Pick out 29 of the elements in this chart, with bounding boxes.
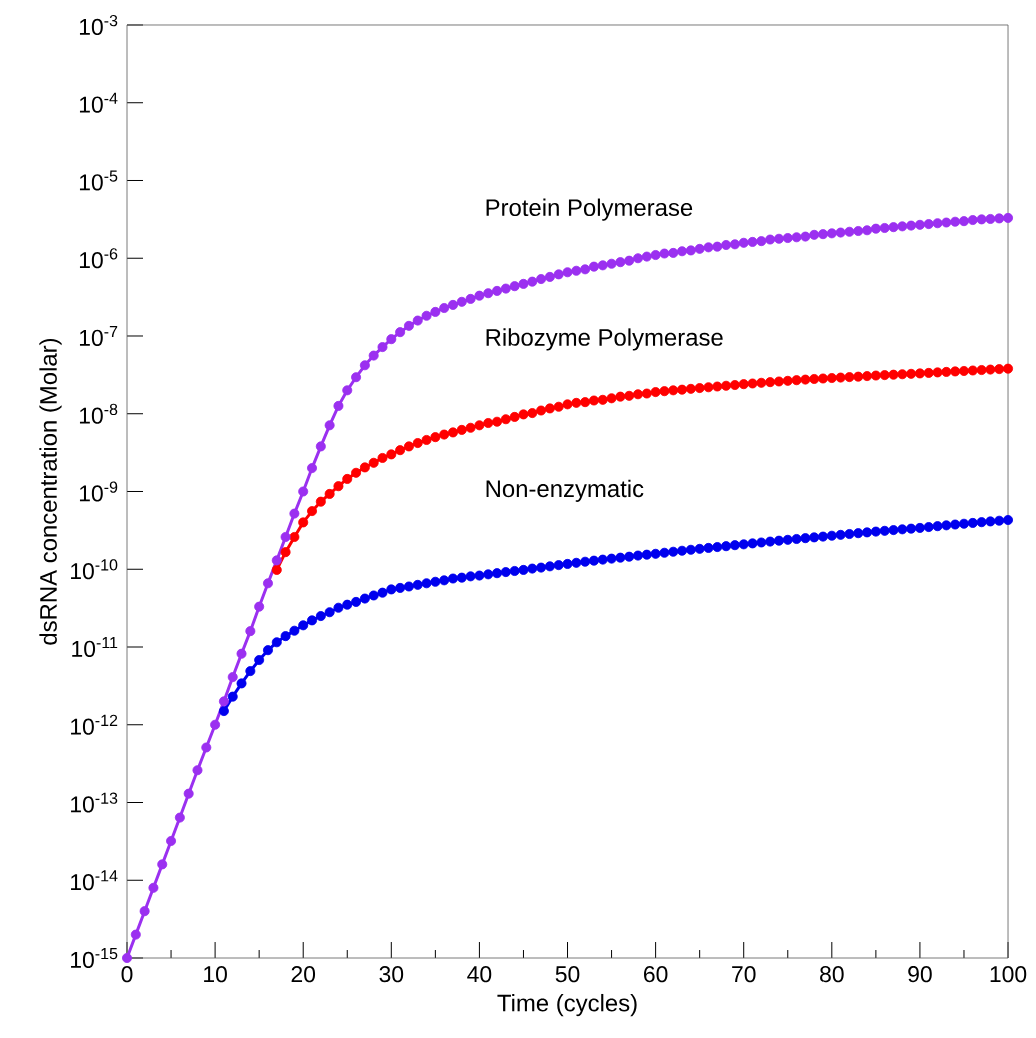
y-tick-label: 10$^{-7}$ [79, 326, 118, 346]
x-tick-label: 40 [467, 966, 492, 983]
y-tick-label: 10$^{-11}$ [72, 637, 118, 657]
x-tick-label: 100 [990, 966, 1027, 983]
x-tick-label: 0 [121, 966, 133, 983]
y-tick-label: 10$^{-13}$ [71, 792, 118, 813]
series-label: Ribozyme Polymerase [486, 328, 723, 351]
x-tick-label: 90 [908, 966, 932, 983]
x-tick-label: 10 [204, 966, 227, 983]
x-tick-label: 70 [732, 966, 756, 983]
x-tick-label: 80 [820, 966, 844, 983]
y-tick-label: 10$^{-9}$ [79, 481, 118, 502]
y-tick-label: 10$^{-4}$ [79, 92, 118, 113]
x-axis-title: Time (cycles) [497, 993, 637, 1017]
text: Non-enzymatic [486, 479, 644, 502]
y-tick-label: 10$^{-10}$ [71, 559, 118, 580]
y-axis-title: dsRNA concentration (Molar) [39, 338, 62, 645]
x-tick-label: 60 [644, 966, 668, 983]
y-tick-label: 10$^{-12}$ [71, 714, 118, 735]
x-tick-label: 50 [555, 966, 580, 983]
y-tick-label: 10$^{-3}$ [79, 14, 118, 36]
y-tick-label: 10$^{-14}$ [71, 870, 118, 891]
x-tick-label: 30 [379, 966, 404, 983]
y-tick-label: 10$^{-6}$ [79, 248, 118, 269]
y-tick-label: 10$^{-15}$ [71, 948, 118, 968]
x-tick-label: 20 [291, 966, 316, 983]
y-tick-label: 10$^{-5}$ [79, 170, 118, 191]
series-label: Protein Polymerase [486, 198, 693, 221]
y-tick-label: 10$^{-8}$ [79, 403, 118, 424]
